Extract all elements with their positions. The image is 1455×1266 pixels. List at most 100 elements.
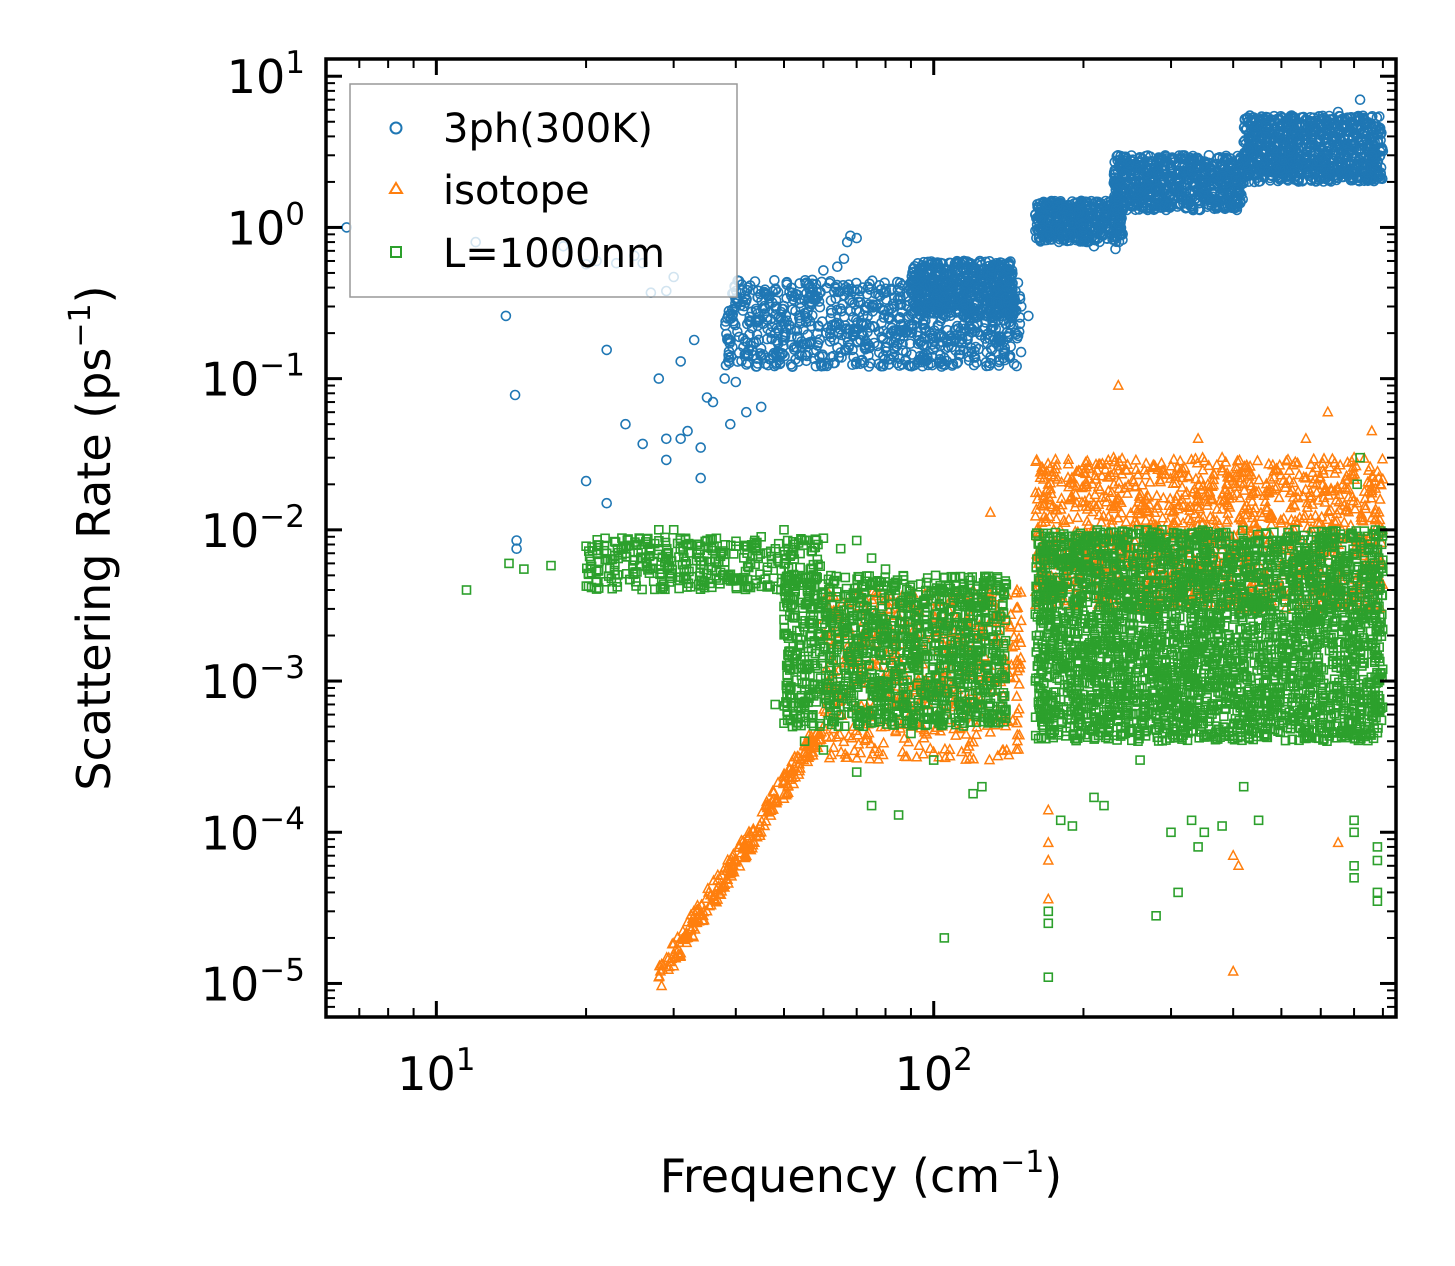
point-3ph300k xyxy=(956,333,968,345)
point-3ph300k xyxy=(601,497,613,509)
point-3ph300k xyxy=(835,303,847,315)
point-3ph300k xyxy=(1011,360,1023,372)
point-3ph300k xyxy=(660,433,672,445)
point-isotope xyxy=(1251,454,1264,466)
point-3ph300k xyxy=(919,322,930,334)
point-3ph300k xyxy=(892,338,903,350)
point-3ph300k xyxy=(834,286,846,297)
point-3ph300k xyxy=(828,357,839,369)
point-3ph300k xyxy=(792,289,804,301)
point-3ph300k xyxy=(769,274,780,286)
point-3ph300k xyxy=(1023,310,1034,322)
point-3ph300k xyxy=(832,328,844,340)
point-3ph300k xyxy=(791,325,803,337)
point-3ph300k xyxy=(863,350,874,361)
point-3ph300k xyxy=(682,425,693,437)
point-3ph300k xyxy=(781,322,792,334)
point-isotope xyxy=(655,979,668,991)
point-3ph300k xyxy=(875,360,887,372)
point-3ph300k xyxy=(720,359,732,371)
point-3ph300k xyxy=(752,285,764,297)
point-3ph300k xyxy=(620,418,631,430)
point-3ph300k xyxy=(796,350,808,362)
point-3ph300k xyxy=(765,327,776,338)
point-3ph300k xyxy=(675,356,687,367)
point-3ph300k xyxy=(719,373,731,384)
point-3ph300k xyxy=(886,303,897,314)
point-3ph300k xyxy=(999,354,1011,366)
point-3ph300k xyxy=(942,324,953,336)
point-3ph300k xyxy=(777,303,789,315)
point-isotope xyxy=(1071,511,1084,523)
point-3ph300k xyxy=(954,335,965,347)
point-3ph300k xyxy=(725,351,737,363)
point-3ph300k xyxy=(864,284,876,295)
point-3ph300k xyxy=(847,330,859,342)
point-3ph300k xyxy=(995,335,1007,347)
point-3ph300k xyxy=(500,310,512,322)
point-3ph300k xyxy=(740,406,752,418)
point-3ph300k xyxy=(904,338,916,350)
point-3ph300k xyxy=(770,309,782,320)
point-3ph300k xyxy=(934,331,946,343)
point-3ph300k xyxy=(774,351,786,363)
point-3ph300k xyxy=(824,336,836,347)
point-3ph300k xyxy=(822,322,834,334)
point-3ph300k xyxy=(906,320,917,332)
point-3ph300k xyxy=(942,336,954,347)
point-3ph300k xyxy=(831,279,843,291)
point-3ph300k xyxy=(781,279,793,290)
point-3ph300k xyxy=(906,327,918,339)
point-3ph300k xyxy=(728,317,739,329)
point-3ph300k xyxy=(724,418,736,430)
point-3ph300k xyxy=(961,333,973,345)
point-3ph300k xyxy=(751,317,763,328)
point-3ph300k xyxy=(844,295,856,306)
point-3ph300k xyxy=(882,312,894,323)
point-3ph300k xyxy=(852,284,863,296)
point-3ph300k xyxy=(894,298,906,310)
point-3ph300k xyxy=(741,318,753,330)
point-3ph300k xyxy=(887,326,899,337)
point-3ph300k xyxy=(801,350,813,362)
point-isotope xyxy=(1374,492,1386,504)
point-3ph300k xyxy=(982,328,993,340)
point-3ph300k xyxy=(725,308,737,319)
point-3ph300k xyxy=(767,321,778,333)
point-3ph300k xyxy=(914,350,926,362)
point-3ph300k xyxy=(825,295,837,306)
point-3ph300k xyxy=(707,396,719,408)
point-3ph300k xyxy=(841,284,853,295)
point-3ph300k xyxy=(753,334,765,346)
point-3ph300k xyxy=(975,329,987,341)
point-3ph300k xyxy=(743,344,755,356)
point-isotope xyxy=(827,741,840,752)
point-3ph300k xyxy=(777,335,789,346)
point-isotope xyxy=(992,749,1004,761)
point-3ph300k xyxy=(741,347,752,359)
point-3ph300k xyxy=(809,294,820,305)
point-isotope xyxy=(1140,457,1152,468)
point-3ph300k xyxy=(763,298,775,310)
point-3ph300k xyxy=(744,316,756,328)
point-3ph300k xyxy=(818,265,829,276)
point-3ph300k xyxy=(637,438,649,450)
point-3ph300k xyxy=(791,342,802,353)
point-3ph300k xyxy=(758,286,770,298)
point-3ph300k xyxy=(1354,94,1366,105)
data-points xyxy=(341,94,1389,991)
point-3ph300k xyxy=(750,361,762,372)
point-3ph300k xyxy=(860,335,871,347)
point-3ph300k xyxy=(1000,318,1012,330)
point-3ph300k xyxy=(778,340,789,352)
point-3ph300k xyxy=(900,346,912,358)
point-3ph300k xyxy=(695,472,707,484)
point-3ph300k xyxy=(759,308,770,319)
point-3ph300k xyxy=(810,345,822,356)
point-3ph300k xyxy=(993,354,1005,366)
point-3ph300k xyxy=(509,389,521,401)
point-3ph300k xyxy=(802,312,813,324)
point-3ph300k xyxy=(831,261,843,273)
point-3ph300k xyxy=(918,319,930,331)
point-3ph300k xyxy=(742,282,754,293)
